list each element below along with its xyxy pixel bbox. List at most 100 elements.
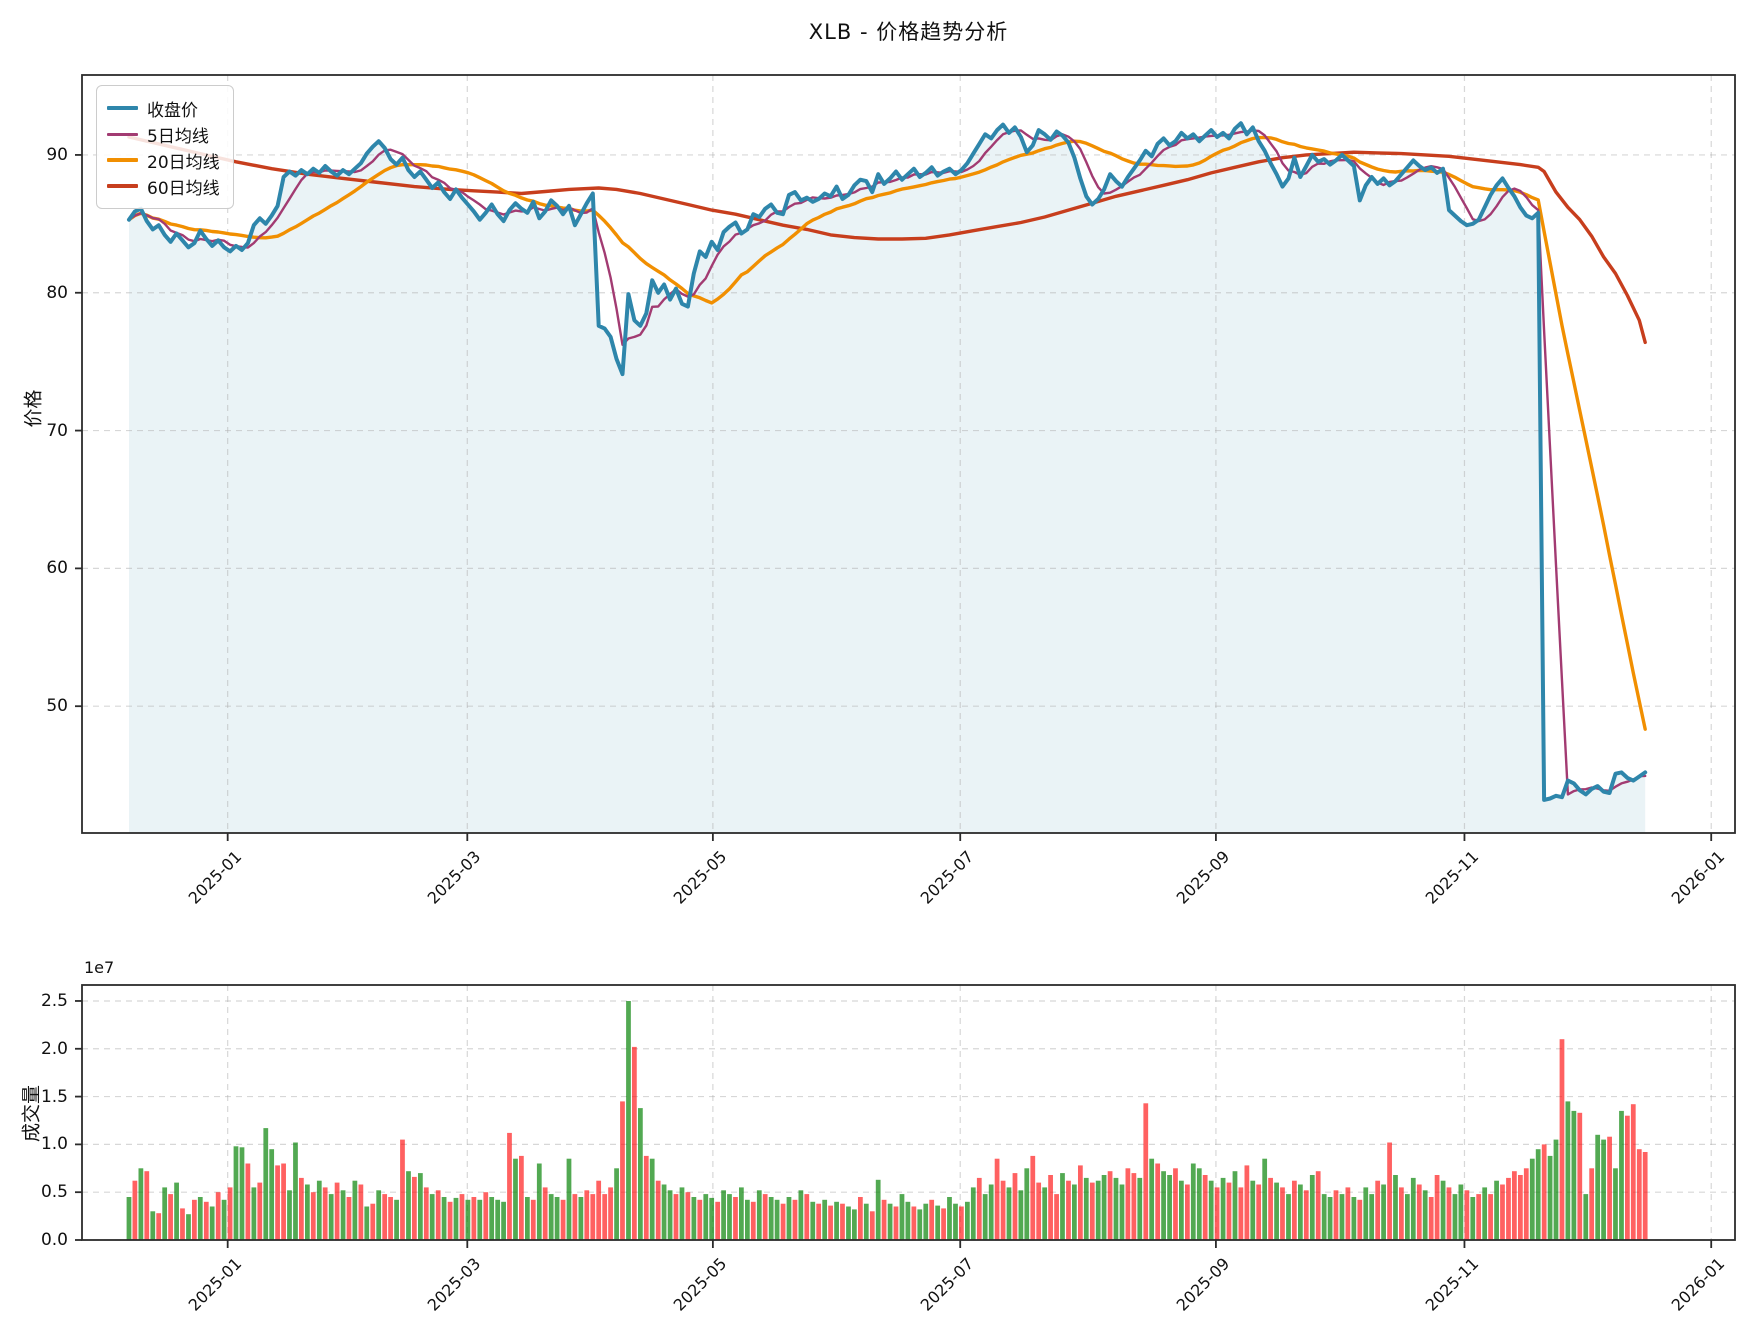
volume-ytick-label: 0.5 (40, 1182, 68, 1203)
volume-bar-down (1268, 1177, 1273, 1240)
volume-bar-down (750, 1201, 756, 1240)
legend-label: 20日均线 (147, 152, 220, 173)
volume-bar-down (655, 1180, 661, 1240)
volume-bar-up (554, 1197, 560, 1240)
volume-bar-down (257, 1182, 263, 1240)
volume-bar-up (1393, 1175, 1398, 1240)
volume-bar-up (1583, 1194, 1589, 1240)
volume-bar-up (489, 1197, 495, 1240)
volume-bar-down (1387, 1142, 1392, 1240)
volume-ytick-label: 1.0 (40, 1134, 68, 1155)
volume-bar-down (483, 1192, 489, 1240)
close-line-swatch (107, 106, 138, 110)
volume-bar-down (1303, 1190, 1309, 1240)
volume-bar-up (721, 1190, 726, 1240)
volume-bar-up (1083, 1177, 1089, 1240)
volume-bar-up (768, 1197, 774, 1240)
volume-bar-down (1333, 1190, 1339, 1240)
volume-bar-down (1434, 1175, 1440, 1240)
volume-bar-up (1095, 1180, 1101, 1240)
volume-bar-down (530, 1199, 536, 1240)
close-line (127, 121, 1648, 802)
volume-bar-down (632, 1046, 637, 1240)
volume-bar-up (162, 1187, 168, 1240)
volume-bar-down (1078, 1165, 1083, 1240)
volume-bar-up (798, 1190, 804, 1240)
volume-bar-up (548, 1194, 554, 1240)
ma60-line-swatch (107, 184, 138, 188)
volume-bar-up (364, 1206, 370, 1240)
volume-bar-down (1416, 1184, 1422, 1240)
volume-bar-up (1232, 1171, 1238, 1240)
chart-title: XLB - 价格趋势分析 (808, 20, 1009, 44)
volume-bar-up (352, 1180, 358, 1240)
volume-bar-down (192, 1199, 197, 1240)
volume-bar-up (150, 1211, 156, 1240)
volume-bar-up (774, 1199, 780, 1240)
ma20-line-swatch (107, 158, 138, 162)
legend-item-ma60: 60日均线 (107, 173, 221, 199)
volume-bar-up (638, 1108, 643, 1240)
volume-bar-up (887, 1203, 893, 1240)
volume-bar-down (976, 1177, 982, 1240)
volume-bar-down (780, 1203, 786, 1240)
volume-bar-up (1613, 1168, 1618, 1240)
volume-bar-down (596, 1180, 602, 1240)
volume-bar-up (739, 1187, 744, 1240)
volume-bar-up (1018, 1190, 1024, 1240)
volume-bar-up (251, 1187, 257, 1240)
legend-item-ma20: 20日均线 (107, 147, 221, 173)
volume-bar-up (1452, 1194, 1458, 1240)
volume-bar-up (822, 1199, 828, 1240)
volume-bar-up (1190, 1163, 1196, 1240)
volume-axes-frame (81, 984, 1736, 1241)
price-axes-frame (81, 74, 1736, 834)
volume-bar-down (697, 1199, 703, 1240)
volume-bar-down (560, 1199, 566, 1240)
volume-bar-down (1214, 1187, 1220, 1240)
volume-bar-down (941, 1208, 946, 1240)
volume-bar-down (994, 1158, 1000, 1240)
volume-bar-up (1571, 1110, 1577, 1240)
volume-bar-down (881, 1199, 887, 1240)
volume-bar-up (614, 1168, 619, 1240)
legend-item-close: 收盘价 (107, 95, 221, 121)
volume-bar-up (1167, 1175, 1172, 1240)
volume-bar-down (1636, 1149, 1642, 1240)
volume-bar-up (679, 1187, 685, 1240)
volume-bar-up (1119, 1184, 1125, 1240)
volume-bar-up (834, 1201, 839, 1240)
volume-bar-down (733, 1197, 738, 1240)
volume-bar-down (1185, 1184, 1190, 1240)
legend-label: 60日均线 (147, 178, 220, 199)
volume-bar-up (905, 1201, 911, 1240)
volume-bar-down (1000, 1180, 1006, 1240)
volume-bar-up (703, 1194, 709, 1240)
volume-bar-up (536, 1163, 542, 1240)
volume-bar-down (1357, 1199, 1363, 1240)
volume-bar-down (643, 1155, 649, 1240)
volume-bar-down (388, 1197, 393, 1240)
volume-bar-up (1369, 1194, 1375, 1240)
volume-bar-down (1280, 1187, 1285, 1240)
volume-bar-up (566, 1158, 572, 1240)
volume-bar-down (1589, 1168, 1595, 1240)
volume-bar-down (1256, 1184, 1262, 1240)
volume-bar-up (1208, 1180, 1214, 1240)
volume-bar-down (1244, 1165, 1250, 1240)
volume-bar-up (1250, 1180, 1256, 1240)
volume-bar-down (869, 1211, 875, 1240)
volume-bar-up (1042, 1187, 1048, 1240)
volume-bar-up (209, 1206, 215, 1240)
volume-bar-up (1405, 1194, 1410, 1240)
volume-bar-up (1161, 1171, 1166, 1240)
volume-bar-down (346, 1197, 352, 1240)
volume-bar-up (174, 1182, 179, 1240)
volume-bar-down (299, 1177, 304, 1240)
volume-bar-down (929, 1199, 935, 1240)
volume-bar-up (1298, 1184, 1303, 1240)
volume-bar-down (1048, 1175, 1053, 1240)
volume-bar-down (1036, 1182, 1042, 1240)
volume-bar-down (281, 1163, 286, 1240)
volume-bar-up (863, 1203, 869, 1240)
